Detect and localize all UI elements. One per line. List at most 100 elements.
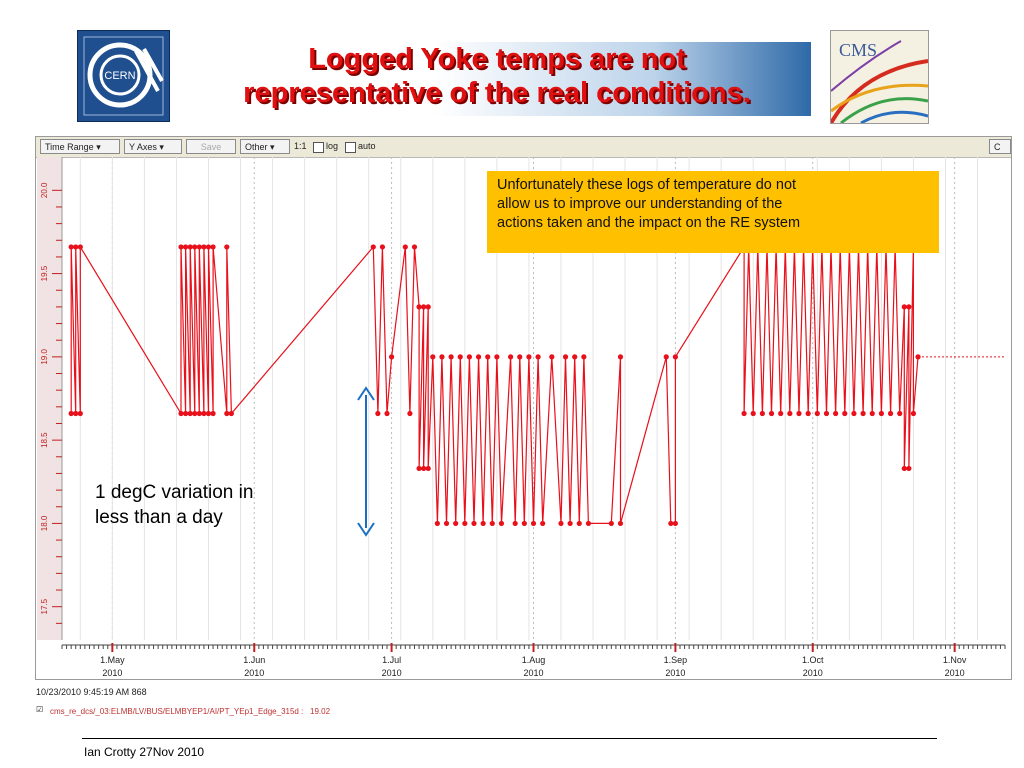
x-tick-year: 2010 xyxy=(803,668,823,678)
data-point xyxy=(494,354,500,360)
x-tick-year: 2010 xyxy=(244,668,264,678)
data-point xyxy=(439,354,445,360)
data-point xyxy=(887,410,894,417)
x-tick-year: 2010 xyxy=(665,668,685,678)
status-timestamp: 10/23/2010 9:45:19 AM 868 xyxy=(36,687,147,697)
data-point xyxy=(375,410,381,417)
data-point xyxy=(608,520,614,527)
data-point xyxy=(192,410,198,417)
page-title: Logged Yoke temps are not representative… xyxy=(183,42,811,110)
time-range-dropdown[interactable]: Time Range ▾ xyxy=(40,139,120,154)
data-point xyxy=(210,410,216,417)
data-point xyxy=(448,354,454,360)
data-point xyxy=(549,354,555,360)
note-line-1: 1 degC variation in xyxy=(95,482,254,503)
data-point xyxy=(425,304,431,310)
other-dropdown[interactable]: Other ▾ xyxy=(240,139,290,154)
data-point xyxy=(402,244,408,250)
y-tick-label: 18.5 xyxy=(40,432,49,448)
x-tick-label: 1.Jun xyxy=(243,655,265,665)
y-tick-label: 17.5 xyxy=(40,598,49,614)
data-point xyxy=(759,410,765,417)
data-point xyxy=(434,520,440,527)
cern-logo-text: CERN xyxy=(104,70,135,82)
data-point xyxy=(192,244,198,250)
x-axis: 1.May 2010 1.Jun 2010 1.Jul 2010 1.Aug 2010 1.Se… xyxy=(61,643,1006,678)
series-visible-checkbox[interactable]: ☑ xyxy=(36,705,44,714)
data-point xyxy=(672,354,679,360)
data-point xyxy=(906,465,912,472)
note-line-2: less than a day xyxy=(95,507,223,528)
data-point xyxy=(205,244,212,250)
data-point xyxy=(224,244,230,250)
data-point xyxy=(901,465,907,472)
x-tick-label: 1.Nov xyxy=(943,655,967,665)
data-point xyxy=(77,244,83,250)
toolbar-right-button[interactable]: C xyxy=(989,139,1011,154)
save-button[interactable]: Save xyxy=(186,139,236,154)
ratio-button[interactable]: 1:1 xyxy=(294,141,307,151)
data-point xyxy=(475,354,482,360)
data-point xyxy=(558,520,564,527)
y-tick-label: 18.0 xyxy=(40,515,49,531)
arrow-head-up xyxy=(357,386,375,401)
x-tick-label: 1.Aug xyxy=(522,655,546,665)
title-line-1: Logged Yoke temps are not xyxy=(308,43,686,75)
callout-box: Unfortunately these logs of temperature … xyxy=(487,171,939,253)
data-point xyxy=(750,410,756,417)
cern-logo: CERN xyxy=(77,30,170,122)
callout-line-3: actions taken and the impact on the RE s… xyxy=(497,215,801,231)
data-point xyxy=(480,520,486,527)
data-point xyxy=(384,410,390,417)
data-point xyxy=(823,410,830,417)
log-label: log xyxy=(326,141,339,151)
auto-checkbox[interactable] xyxy=(345,142,356,153)
data-point xyxy=(224,410,230,417)
variation-arrow xyxy=(357,386,375,537)
data-point xyxy=(768,410,775,417)
data-point xyxy=(741,410,747,417)
data-point xyxy=(416,304,422,310)
data-point xyxy=(485,354,491,360)
trend-toolbar: Time Range ▾ Y Axes ▾ Save Other ▾ 1:1 l… xyxy=(36,137,1011,158)
x-tick-label: 1.Jul xyxy=(382,655,401,665)
data-point xyxy=(466,354,473,360)
data-point xyxy=(842,410,848,417)
data-point xyxy=(869,410,875,417)
data-point xyxy=(617,520,624,527)
auto-label: auto xyxy=(358,141,376,151)
data-point xyxy=(182,410,189,417)
data-point xyxy=(860,410,866,417)
data-point xyxy=(897,410,903,417)
status-series-label: cms_re_dcs/_03:ELMB/LV/BUS/ELMBYEP1/AI/P… xyxy=(50,707,299,716)
data-point xyxy=(901,304,907,310)
log-checkbox[interactable] xyxy=(313,142,324,153)
data-point xyxy=(77,410,83,417)
data-point xyxy=(567,520,573,527)
data-point xyxy=(178,244,184,250)
data-point xyxy=(576,520,582,527)
data-point xyxy=(535,354,541,360)
callout-line-2: allow us to improve our understanding of… xyxy=(497,196,783,212)
data-point xyxy=(228,410,234,417)
data-point xyxy=(370,244,376,250)
data-point xyxy=(187,244,193,250)
data-point xyxy=(68,244,74,250)
data-point xyxy=(668,520,674,527)
data-point xyxy=(421,465,427,472)
y-axis: 20.0 19.5 19.0 18.5 18.0 17.5 xyxy=(37,157,63,640)
arrow-head-down xyxy=(357,522,375,537)
data-point xyxy=(205,410,212,417)
data-point xyxy=(910,410,917,417)
data-point xyxy=(617,354,624,360)
data-point xyxy=(508,354,514,360)
y-axes-dropdown[interactable]: Y Axes ▾ xyxy=(124,139,182,154)
data-point xyxy=(430,354,436,360)
data-point xyxy=(814,410,820,417)
data-point xyxy=(196,410,202,417)
data-point xyxy=(778,410,784,417)
footer-text: Ian Crotty 27Nov 2010 xyxy=(84,745,205,759)
data-point xyxy=(196,244,202,250)
data-point xyxy=(878,410,885,417)
